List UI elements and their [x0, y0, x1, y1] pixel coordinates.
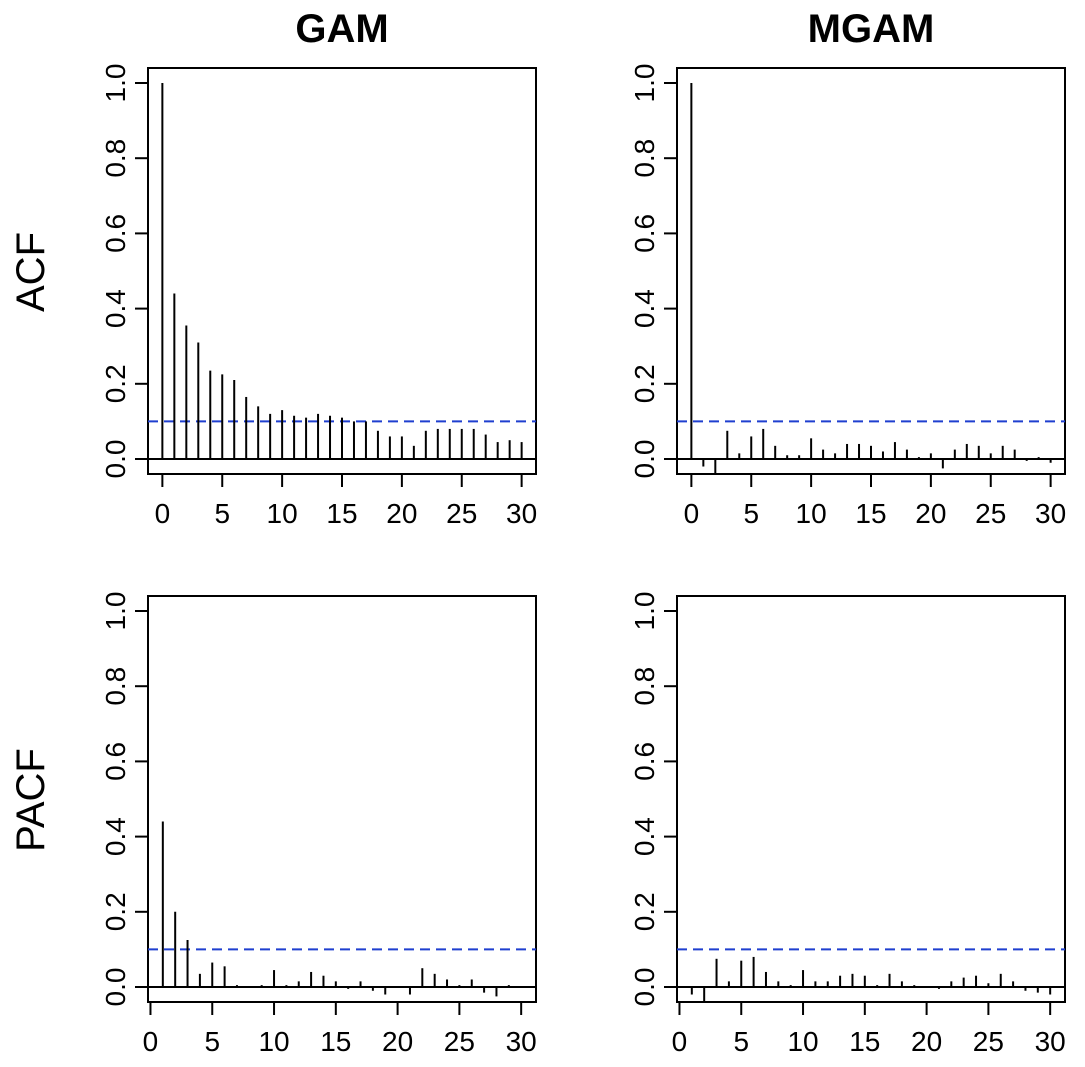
- panel-0-xtick-label-30: 30: [506, 498, 537, 529]
- panel-2-ytick-label-2: 0.4: [100, 817, 131, 856]
- panel-3-frame: [676, 595, 1066, 1003]
- panel-1-xtick-label-15: 15: [855, 498, 886, 529]
- panel-2-xtick-label-0: 0: [143, 1026, 159, 1057]
- panel-0-ytick-label-5: 1.0: [100, 64, 131, 103]
- panel-2-ytick-label-1: 0.2: [100, 892, 131, 931]
- panel-2-xtick-label-10: 10: [258, 1026, 289, 1057]
- panel-0-xtick-label-25: 25: [446, 498, 477, 529]
- panel-1-ytick-label-1: 0.2: [629, 364, 660, 403]
- panel-2-xtick-label-15: 15: [320, 1026, 351, 1057]
- panel-0-ytick-label-3: 0.6: [100, 214, 131, 253]
- panel-0-ytick-label-0: 0.0: [100, 440, 131, 479]
- panel-1-xtick-label-0: 0: [684, 498, 700, 529]
- panel-3-ytick-label-1: 0.2: [629, 892, 660, 931]
- panel-1-xtick-label-30: 30: [1035, 498, 1066, 529]
- panel-1-ytick-label-0: 0.0: [629, 440, 660, 479]
- panel-2-xtick-label-20: 20: [382, 1026, 413, 1057]
- panel-2-ytick-label-0: 0.0: [100, 968, 131, 1007]
- panel-3-ytick-label-0: 0.0: [629, 968, 660, 1007]
- panel-3-xtick-label-25: 25: [973, 1026, 1004, 1057]
- panel-3-ytick-label-5: 1.0: [629, 592, 660, 631]
- row-title-pacf: PACF: [9, 748, 53, 852]
- panel-2-ytick-label-4: 0.8: [100, 667, 131, 706]
- panel-2-xtick-label-30: 30: [506, 1026, 537, 1057]
- panel-1-xtick-label-25: 25: [975, 498, 1006, 529]
- panel-0-xtick-label-15: 15: [326, 498, 357, 529]
- panel-0-frame: [147, 67, 537, 475]
- panel-3-xtick-label-15: 15: [849, 1026, 880, 1057]
- panel-3-ytick-label-2: 0.4: [629, 817, 660, 856]
- panel-1-xtick-label-20: 20: [915, 498, 946, 529]
- panel-0-xtick-label-0: 0: [155, 498, 171, 529]
- panel-3-xtick-label-0: 0: [672, 1026, 688, 1057]
- panel-1-ytick-label-5: 1.0: [629, 64, 660, 103]
- col-title-gam: GAM: [295, 7, 388, 51]
- panel-2-xtick-label-5: 5: [204, 1026, 220, 1057]
- panel-1-ytick-label-2: 0.4: [629, 289, 660, 328]
- panel-1-ytick-label-4: 0.8: [629, 139, 660, 178]
- panel-0-ytick-label-4: 0.8: [100, 139, 131, 178]
- panel-3-ytick-label-3: 0.6: [629, 742, 660, 781]
- panel-2-ytick-label-3: 0.6: [100, 742, 131, 781]
- panel-3-ytick-label-4: 0.8: [629, 667, 660, 706]
- panel-0-xtick-label-5: 5: [214, 498, 230, 529]
- panel-3-xtick-label-20: 20: [911, 1026, 942, 1057]
- panel-0-xtick-label-20: 20: [386, 498, 417, 529]
- panels-group: 0 5 10 15 20 25 30 0.0 0.2 0.4 0.6 0.8 1.0 0 5 10 15 20 25…: [100, 64, 1066, 1057]
- panel-1-xtick-label-5: 5: [743, 498, 759, 529]
- panel-1-xtick-label-10: 10: [796, 498, 827, 529]
- panel-2-xtick-label-25: 25: [444, 1026, 475, 1057]
- panel-3-xtick-label-10: 10: [787, 1026, 818, 1057]
- panel-2-ytick-label-5: 1.0: [100, 592, 131, 631]
- panel-0-ytick-label-2: 0.4: [100, 289, 131, 328]
- panel-3-xtick-label-30: 30: [1035, 1026, 1066, 1057]
- panel-3-xtick-label-5: 5: [733, 1026, 749, 1057]
- row-title-acf: ACF: [9, 232, 53, 312]
- panel-0-ytick-label-1: 0.2: [100, 364, 131, 403]
- panel-1-ytick-label-3: 0.6: [629, 214, 660, 253]
- panel-2-frame: [147, 595, 537, 1003]
- panel-1-frame: [676, 67, 1066, 475]
- panel-0-xtick-label-10: 10: [267, 498, 298, 529]
- col-title-mgam: MGAM: [808, 7, 935, 51]
